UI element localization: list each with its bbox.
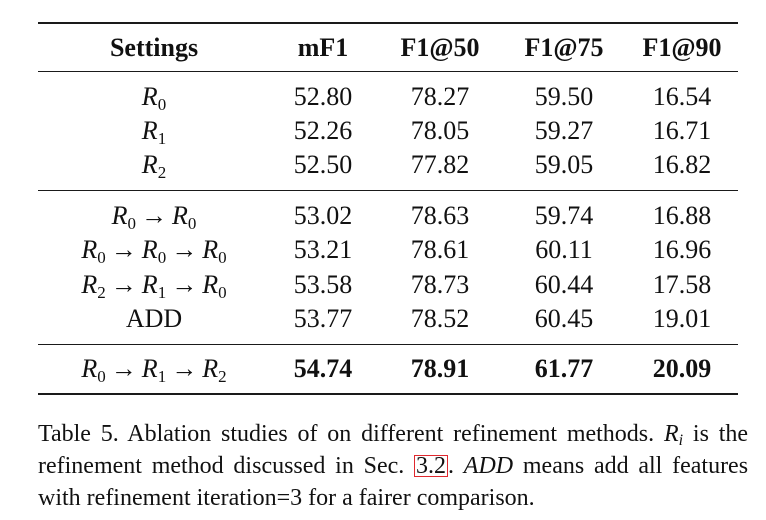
f1-75-cell: 59.05 [534,150,594,179]
header-settings: Settings [109,33,199,62]
setting-cell: ADD [125,304,183,333]
bottom-rule [38,393,738,395]
best-row: R0 → R1 → R2 54.74 78.91 61.77 20.09 [38,352,738,386]
setting-expression: R2 → R1 → R0 [81,270,227,302]
f1-90-cell: 20.09 [652,354,712,383]
f1-90-cell: 16.71 [652,116,712,145]
mf1-cell: 52.26 [293,116,353,145]
f1-90-cell: 16.82 [652,150,712,179]
f1-90-cell: 17.58 [652,270,712,299]
f1-50-cell: 78.73 [410,270,470,299]
section-ref-link[interactable]: 3.2 [414,453,449,479]
setting-expression: R2 [141,150,167,182]
header-f1-75: F1@75 [524,33,604,62]
setting-expression: R0 → R0 → R0 [81,235,227,267]
table-row: R0 → R0 53.02 78.63 59.74 16.88 [38,199,738,233]
group-rule [38,190,738,192]
top-rule [38,22,738,24]
f1-90-cell: 16.96 [652,235,712,264]
mf1-cell: 53.77 [293,304,353,333]
setting-cell: R0 → R0 [38,199,270,233]
f1-90-cell: 19.01 [652,304,712,333]
f1-50-cell: 78.91 [410,354,470,383]
caption-label: Table 5. [38,421,119,447]
header-f1-90: F1@90 [642,33,722,62]
caption-ri: Ri [663,421,684,449]
f1-50-cell: 77.82 [410,150,470,179]
header-f1-50: F1@50 [400,33,480,62]
mf1-cell: 53.02 [293,201,353,230]
setting-cell: R2 [38,148,270,182]
caption-text-1: Ablation studies of on different refinem… [127,421,655,447]
setting-expression: R1 [141,116,167,148]
f1-75-cell: 60.45 [534,304,594,333]
setting-cell: R0 → R0 → R0 [38,233,270,267]
f1-50-cell: 78.63 [410,201,470,230]
table-row: R0 → R0 → R0 53.21 78.61 60.11 16.96 [38,233,738,267]
header-row: Settings mF1 F1@50 F1@75 F1@90 [38,31,738,65]
mf1-cell: 53.58 [293,270,353,299]
mf1-cell: 53.21 [293,235,353,264]
table-caption: Table 5. Ablation studies of on differen… [38,421,749,511]
table-row: R1 52.26 78.05 59.27 16.71 [38,114,738,148]
setting-expression: R0 → R1 → R2 [81,354,227,386]
f1-75-cell: 60.44 [534,270,594,299]
f1-75-cell: 60.11 [535,235,593,264]
setting-expression: R0 [141,82,167,114]
f1-90-cell: 16.88 [652,201,712,230]
caption-text-3: means add all features with refinement i… [38,453,749,511]
f1-75-cell: 59.27 [534,116,594,145]
mf1-cell: 52.50 [293,150,353,179]
table-row: R0 52.80 78.27 59.50 16.54 [38,80,738,114]
f1-50-cell: 78.52 [410,304,470,333]
f1-50-cell: 78.05 [410,116,470,145]
f1-75-cell: 59.74 [534,201,594,230]
caption-ri-subscript: i [678,432,684,449]
setting-cell: R0 [38,80,270,114]
setting-cell: R1 [38,114,270,148]
setting-cell: R0 → R1 → R2 [38,352,270,386]
caption-ri-symbol: R [663,421,679,447]
table-row: R2 52.50 77.82 59.05 16.82 [38,148,738,182]
caption-text-2: is the refinement method discussed in Se… [38,421,749,479]
setting-expression: R0 → R0 [111,201,197,233]
f1-50-cell: 78.27 [410,82,470,111]
f1-75-cell: 59.50 [534,82,594,111]
best-rule-top [38,344,738,346]
header-rule [38,71,738,73]
f1-90-cell: 16.54 [652,82,712,111]
table-row: R2 → R1 → R0 53.58 78.73 60.44 17.58 [38,268,738,302]
f1-50-cell: 78.61 [410,235,470,264]
f1-75-cell: 61.77 [534,354,594,383]
header-mf1: mF1 [297,33,349,62]
mf1-cell: 52.80 [293,82,353,111]
caption-add: ADD [463,453,514,479]
mf1-cell: 54.74 [293,354,353,383]
table-row: ADD 53.77 78.52 60.45 19.01 [38,302,738,336]
setting-cell: R2 → R1 → R0 [38,268,270,302]
